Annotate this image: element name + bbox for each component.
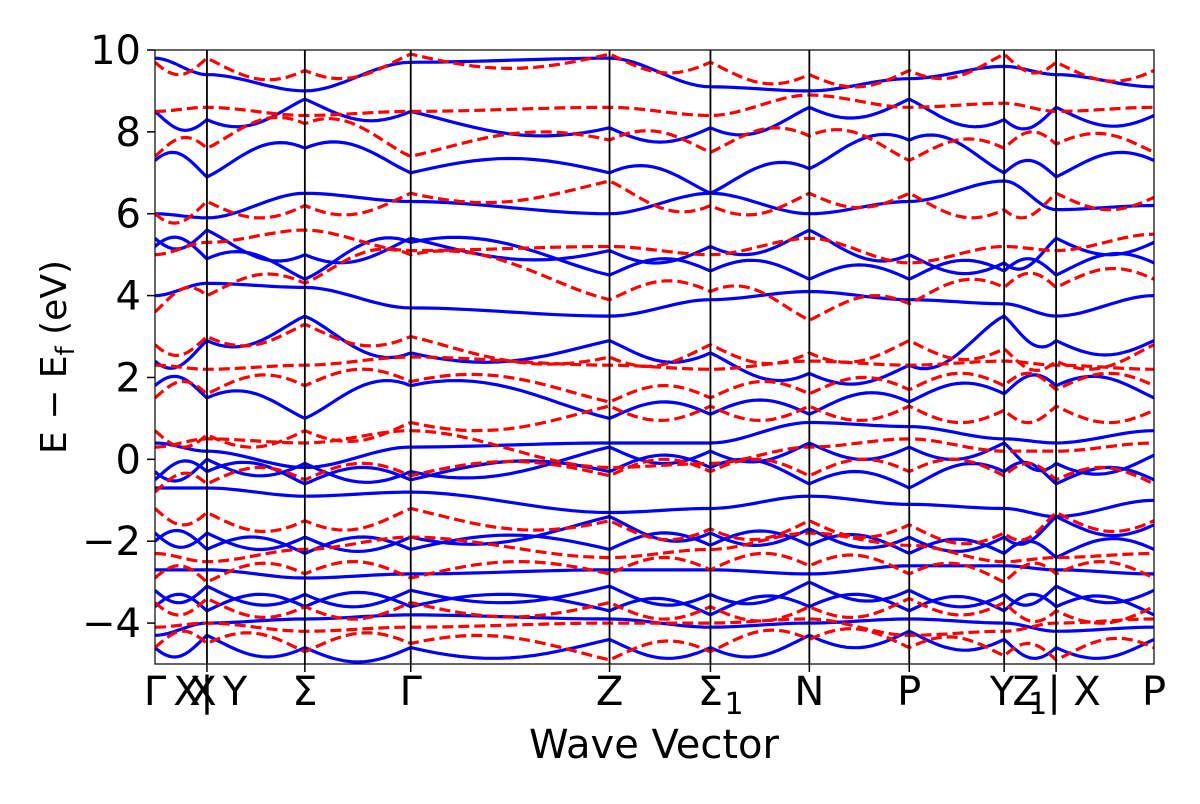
- x-tick-label: Y: [222, 669, 248, 715]
- x-tick-subscript: 1: [1028, 687, 1047, 722]
- y-tick-label: 4: [116, 274, 141, 320]
- y-axis-label-main: E − E: [34, 355, 75, 454]
- x-tick-label: X: [1073, 669, 1100, 715]
- x-tick-label: X: [189, 669, 216, 715]
- y-axis-label-subscript: f: [51, 345, 81, 355]
- dashed-band-line: [155, 617, 1154, 637]
- y-tick-label: 6: [116, 192, 141, 238]
- x-tick-label: Σ: [698, 669, 723, 715]
- dashed-band-line: [155, 531, 1154, 564]
- dashed-band-line: [155, 93, 1154, 118]
- x-tick-label: P: [1142, 669, 1166, 715]
- x-tick-label: Γ: [144, 669, 167, 715]
- x-tick-label: Γ: [400, 669, 423, 715]
- x-tick-label: Z: [1012, 669, 1039, 715]
- y-tick-label: 8: [116, 110, 141, 156]
- x-tick-subscript: 1: [724, 687, 743, 722]
- y-tick-label: 10: [90, 28, 141, 74]
- x-tick-label: X: [173, 669, 200, 715]
- x-tick-label: Σ: [292, 669, 317, 715]
- x-tick-label: |: [200, 669, 213, 715]
- dashed-band-line: [155, 355, 1154, 371]
- y-tick-label: 0: [116, 437, 141, 483]
- plot-frame: [154, 49, 1155, 665]
- x-tick-label: N: [794, 669, 824, 715]
- x-tick-label: Y: [989, 669, 1015, 715]
- y-axis-label: E − Ef (eV): [34, 260, 81, 454]
- y-tick-label: 2: [116, 355, 141, 401]
- x-tick-label: Z: [596, 669, 623, 715]
- y-tick-label: −2: [82, 519, 141, 565]
- y-tick-label: −4: [82, 601, 141, 647]
- segment-boundaries: [206, 50, 1057, 664]
- y-axis-label-unit: (eV): [34, 260, 75, 346]
- x-axis-label: Wave Vector: [529, 722, 780, 768]
- y-axis-ticks: −4 −2 0 2 4 6 8 10: [82, 28, 155, 647]
- x-tick-label: P: [897, 669, 921, 715]
- x-tick-label: |: [1047, 669, 1060, 715]
- x-axis-ticks: Γ XX| Y Σ Γ Z Σ N P YZ | X P1 1: [144, 664, 1166, 722]
